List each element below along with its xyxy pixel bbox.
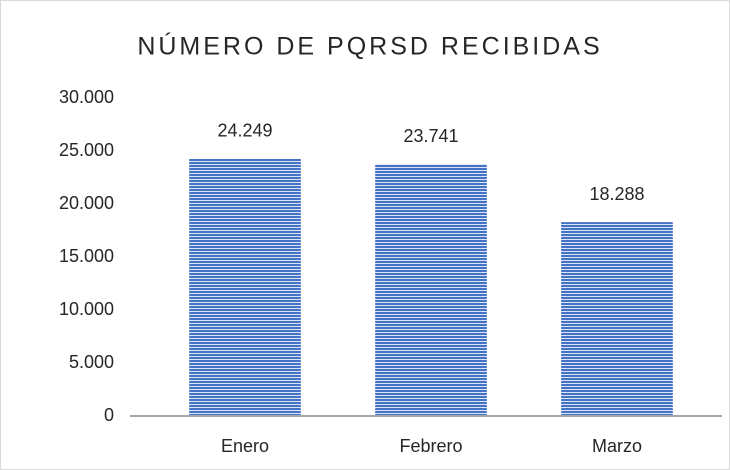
x-tick-label: Enero (221, 436, 269, 456)
y-tick-label: 0 (104, 405, 114, 425)
bar (189, 158, 301, 416)
y-tick-label: 15.000 (59, 246, 114, 266)
data-label: 18.288 (589, 184, 644, 204)
y-tick-label: 30.000 (59, 87, 114, 107)
x-tick-label: Marzo (592, 436, 642, 456)
x-tick-label: Febrero (399, 436, 462, 456)
y-tick-label: 25.000 (59, 140, 114, 160)
y-tick-label: 5.000 (69, 352, 114, 372)
y-tick-label: 20.000 (59, 193, 114, 213)
chart-title: NÚMERO DE PQRSD RECIBIDAS (137, 32, 602, 61)
data-label: 23.741 (403, 126, 458, 146)
bar (375, 164, 487, 416)
data-label: 24.249 (217, 121, 272, 141)
bar (561, 222, 673, 416)
y-tick-label: 10.000 (59, 299, 114, 319)
